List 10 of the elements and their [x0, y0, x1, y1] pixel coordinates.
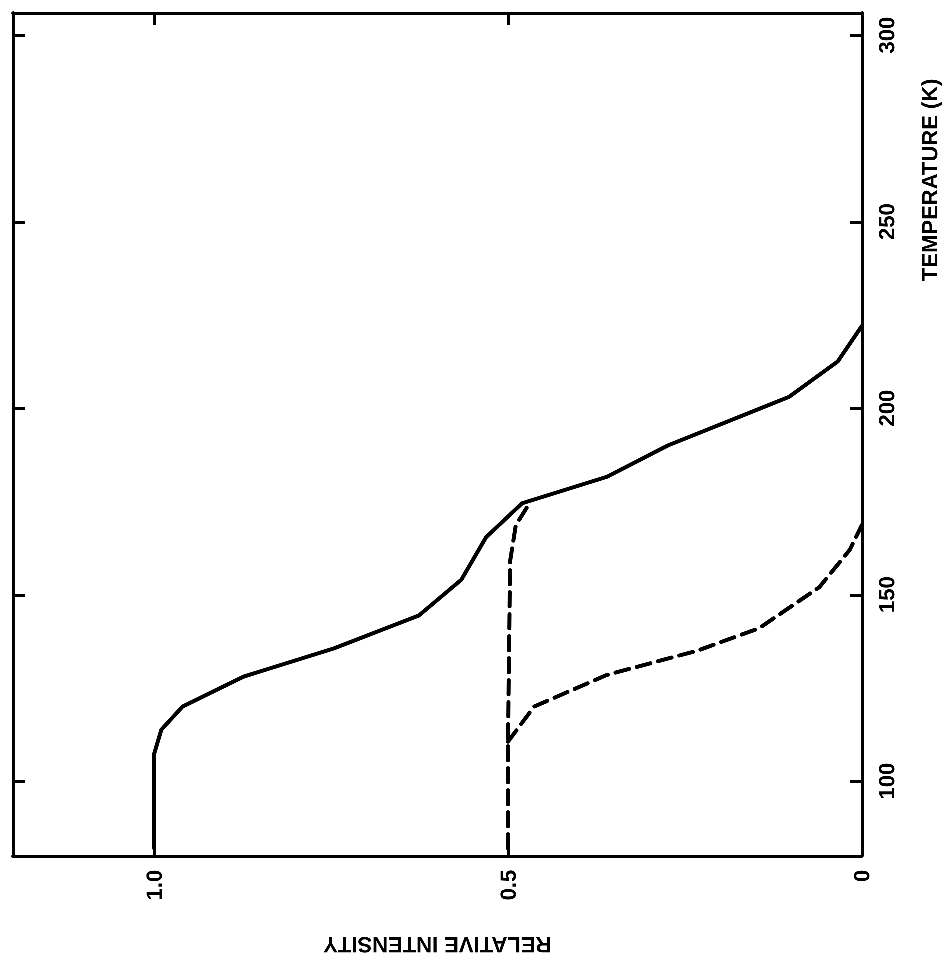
y-axis-title: TEMPERATURE (K)	[918, 78, 942, 282]
y-tick-label: 300	[874, 17, 900, 54]
x-tick-label: 0	[850, 870, 874, 882]
y-tick-label: 250	[874, 204, 900, 240]
x-axis-title: RELATIVE INTENSITY	[323, 932, 552, 958]
y-tick-label: 150	[874, 576, 900, 614]
y-tick-label: 200	[874, 390, 900, 427]
x-tick-label: 1.0	[142, 870, 167, 901]
x-tick-label: 0.5	[496, 870, 521, 901]
y-tick-label: 100	[874, 763, 900, 800]
